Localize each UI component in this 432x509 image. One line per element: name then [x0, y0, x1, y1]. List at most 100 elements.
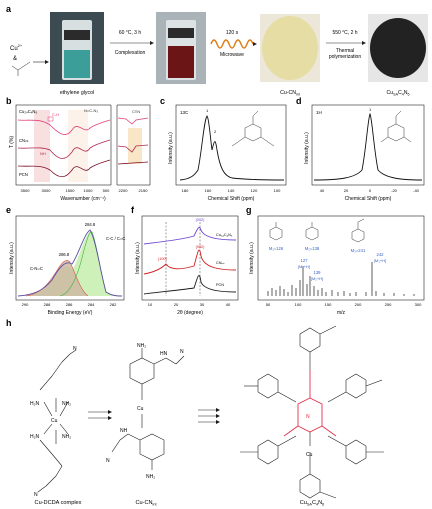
h-highlight-bond-left: [283, 425, 299, 437]
panel-letter-b: b: [6, 96, 12, 106]
d-molecule: [380, 110, 412, 143]
b-axis-break: [111, 104, 117, 186]
h2-n-top: N: [180, 349, 184, 355]
f-xtick-1: 20: [174, 302, 179, 307]
c-peak-1: 1: [206, 108, 209, 113]
b-spectrum-cusa-right: [117, 117, 149, 125]
b-annot-ncn: N=C-N₃: [84, 108, 98, 113]
h1-h2n-top: H₂N: [30, 401, 40, 407]
b-xtick-3: 1000: [84, 188, 94, 193]
powder-cu-cnint: [262, 16, 318, 80]
h1-h2n-bottom: H₂N: [30, 434, 40, 440]
b-xtick-4: 500: [103, 188, 110, 193]
solvent-label: ethylene glycol: [60, 90, 94, 96]
b-annot-ch: C-H: [52, 112, 59, 117]
g-xtick-2: 150: [325, 302, 332, 307]
c-molecule: [231, 110, 275, 147]
g-frame: [257, 215, 425, 301]
f-xlabel: 2θ (degree): [177, 310, 203, 316]
h-highlight-ring: [297, 397, 323, 433]
d-spectrum: [313, 112, 423, 181]
vial1-liquid: [64, 50, 90, 78]
f-xtick-2: 30: [200, 302, 205, 307]
f-tag-002-mid: (002): [196, 245, 206, 249]
h-cu-dcda-complex: [37, 349, 77, 493]
step1-name: Complexation: [115, 50, 146, 56]
panel-d: d Intensity (a.u.) 1H 1 40 20 0 -20 -40 …: [296, 96, 425, 202]
g-peak-127-ion: [M₁+H]: [298, 264, 310, 269]
g-peak-139-ion: [M₂+H]: [311, 276, 323, 281]
h-caption-3: CuSAC4N6: [300, 500, 325, 507]
g-mass-3: M₃=241: [351, 248, 366, 253]
d-frame: [311, 104, 425, 186]
d-xtick-4: -40: [413, 188, 420, 193]
h-arrow-1: [88, 411, 108, 419]
g-ms-bars: [267, 262, 415, 296]
c-peak-2: 2: [214, 129, 217, 134]
e-peak-label-2: C-C / C=C: [106, 236, 125, 241]
vial2-cap: [168, 28, 194, 38]
b-spectrum-cnint: [17, 139, 111, 159]
e-peak-label-1: C-N=C: [30, 266, 43, 271]
c-xtick-1: 160: [205, 188, 212, 193]
panel-a: a Cu2+ & ethylene glycol 60 °C, 3 h Comp…: [6, 4, 428, 97]
h2-nh2-top: NH₂: [137, 343, 146, 349]
f-xtick-0: 10: [148, 302, 153, 307]
g-xtick-5: 300: [415, 302, 422, 307]
c-spectrum: [179, 115, 285, 181]
b-xtick-2: 1500: [66, 188, 76, 193]
b-spectrum-pcn-right: [117, 161, 149, 165]
b-label-cusa: Cu₂₄C₄N₆: [19, 109, 37, 114]
b-annot-ch-box: [47, 116, 54, 122]
h2-hn-top: HN: [160, 351, 168, 357]
f-label-cnint: CNᵢₙₜ: [216, 261, 225, 265]
b-annot-cn: C≡N: [132, 109, 140, 114]
c-ylabel: Intensity (a.u.): [168, 132, 174, 164]
reagent-amp: &: [13, 56, 17, 62]
d-xtick-1: 20: [344, 188, 349, 193]
vial-ethylene-glycol: [50, 12, 104, 84]
step3-arrowhead: [362, 41, 366, 45]
b-label-pcn: PCN: [19, 172, 28, 177]
g-ylabel: Intensity (a.u.): [249, 242, 255, 274]
f-spectrum-cnint: [143, 249, 237, 275]
b-band-cn: [128, 128, 142, 164]
h1-nh2-bottom: NH₂: [62, 434, 71, 440]
f-tag-100: (100): [158, 257, 168, 261]
step3-condition: 550 °C, 2 h: [332, 30, 357, 36]
d-peak-1: 1: [369, 107, 372, 112]
e-xtick-1: 288: [44, 302, 51, 307]
b-frame: [15, 104, 151, 186]
h-arrowhead-2b: [216, 414, 220, 418]
e-xtick-3: 284: [88, 302, 95, 307]
g-xtick-4: 250: [385, 302, 392, 307]
e-fill-right: [20, 232, 122, 296]
h3-cu: Cu: [306, 452, 313, 458]
h3-n-center: N: [306, 414, 310, 420]
h1-cu-center: Cu: [51, 418, 58, 424]
vial1-cap: [64, 30, 90, 40]
d-xtick-3: -20: [391, 188, 398, 193]
microwave-coil-icon: [210, 39, 254, 49]
reagent-cu: Cu2+: [10, 43, 23, 52]
step3-name-line1: Thermal: [336, 48, 354, 54]
h-arrowhead-2a: [216, 408, 220, 412]
h-arrowhead-1a: [108, 410, 112, 414]
c-xtick-2: 140: [228, 188, 235, 193]
c-xtick-3: 120: [251, 188, 258, 193]
f-spectrum-pcn: [143, 275, 237, 295]
e-xtick-4: 282: [110, 302, 117, 307]
panel-c: c Intensity (a.u.) 13C 1 2 180 160 140 1…: [160, 96, 287, 202]
vial-complex: [156, 12, 206, 84]
step1-condition: 60 °C, 3 h: [119, 30, 142, 36]
e-fill-left: [26, 260, 88, 296]
h1-nh2-top: NH₂: [62, 401, 71, 407]
b-spectrum-pcn: [17, 159, 111, 178]
h-cusa-framework: [240, 325, 384, 499]
panel-g: g Intensity (a.u.) M₁=126 M₂=138 M₃=241: [246, 205, 425, 316]
b-xtick-1: 3000: [42, 188, 52, 193]
g-xtick-1: 100: [295, 302, 302, 307]
d-xtick-0: 40: [320, 188, 325, 193]
f-label-pcn: PCN: [216, 283, 224, 287]
